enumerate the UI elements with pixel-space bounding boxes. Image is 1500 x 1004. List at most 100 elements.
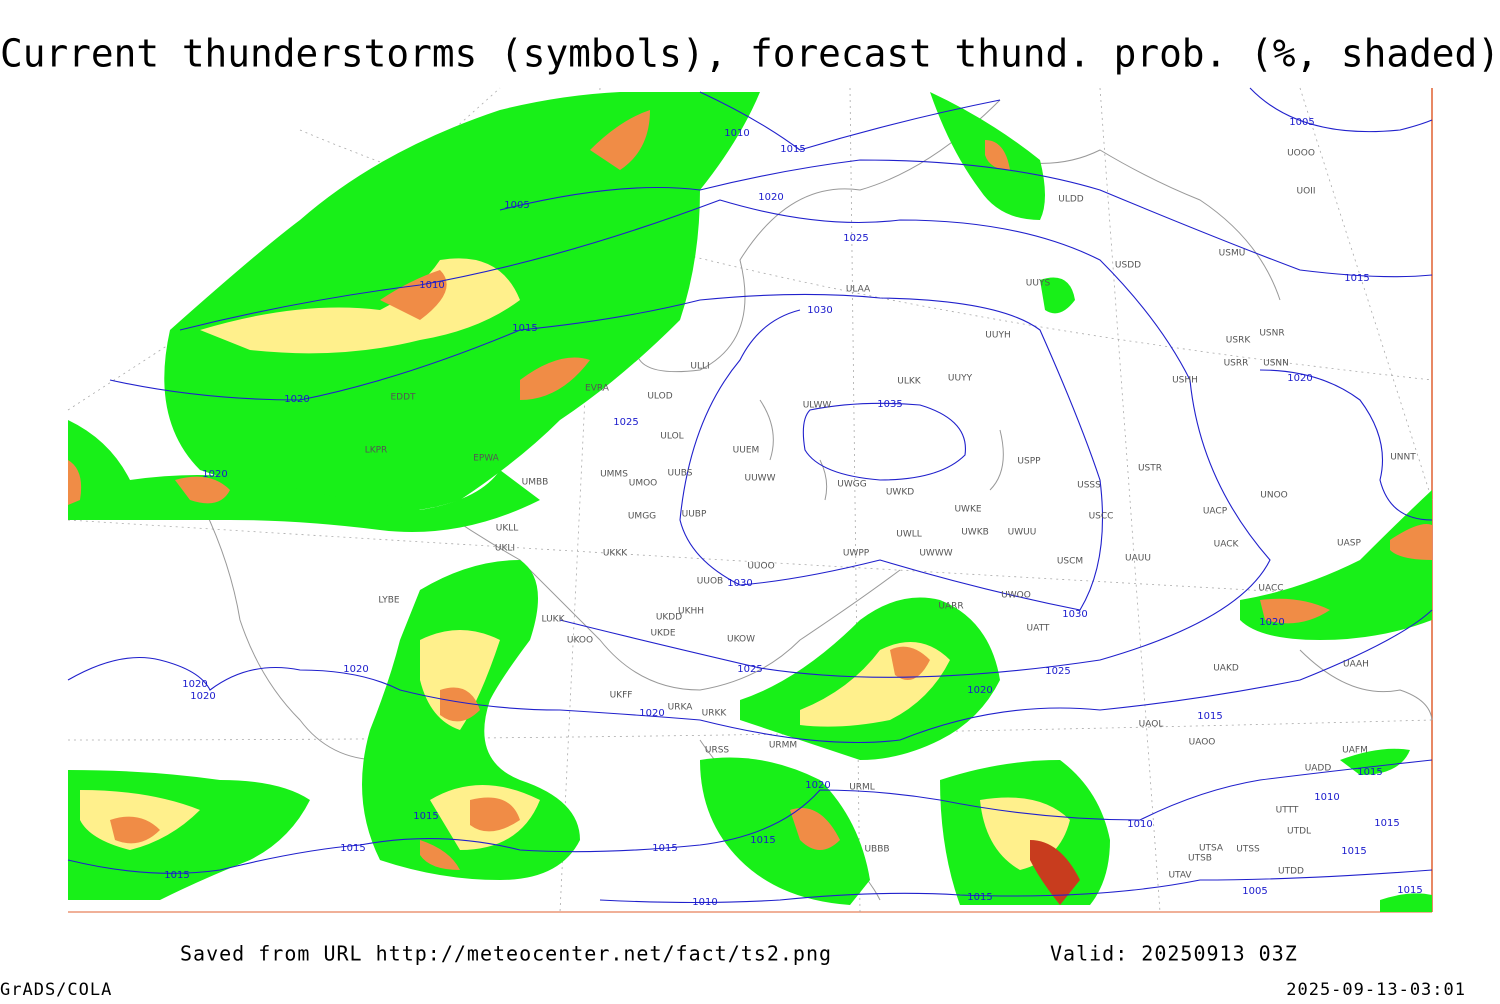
station-label: UAOO <box>1189 738 1216 748</box>
station-label: UTSA <box>1199 844 1224 854</box>
station-label: USRK <box>1226 336 1252 346</box>
station-label: URML <box>849 783 875 793</box>
isobar-label: 1020 <box>190 691 215 702</box>
station-label: ULAA <box>846 285 871 295</box>
station-label: URMM <box>769 741 797 751</box>
station-label: UUYY <box>948 374 973 384</box>
isobar-label: 1020 <box>182 679 207 690</box>
map-title: Current thunderstorms (symbols), forecas… <box>0 32 1500 76</box>
isobar-label: 1020 <box>284 394 309 405</box>
station-label: UKKK <box>603 549 628 559</box>
isobar-label: 1010 <box>1314 792 1339 803</box>
station-label: UKLI <box>495 544 515 554</box>
station-label: UTTT <box>1276 806 1299 816</box>
station-label: URSS <box>705 746 730 756</box>
station-label: ULKK <box>897 377 922 387</box>
station-label: USSS <box>1077 481 1101 491</box>
isobar-label: 1030 <box>1062 609 1087 620</box>
isobar-label: 1025 <box>1045 666 1070 677</box>
isobar-label: 1015 <box>1341 846 1366 857</box>
station-label: UKDE <box>650 629 675 639</box>
station-label: UNOO <box>1260 491 1288 501</box>
station-label: UWPP <box>843 549 870 559</box>
station-label: LUKK <box>542 615 566 625</box>
station-label: UWKD <box>886 488 914 498</box>
station-label: USCM <box>1057 557 1083 567</box>
isobar-label: 1005 <box>1289 117 1314 128</box>
isobar-label: 1010 <box>692 897 717 908</box>
isobar-label: 1020 <box>202 469 227 480</box>
station-label: UAOL <box>1139 720 1164 730</box>
station-label: UMOO <box>629 479 658 489</box>
isobar-label: 1025 <box>737 664 762 675</box>
source-url: Saved from URL http://meteocenter.net/fa… <box>180 942 832 966</box>
station-label: LYBE <box>378 596 399 606</box>
isobar-label: 1010 <box>724 128 749 139</box>
station-label: UACP <box>1203 507 1228 517</box>
isobar-label: 1015 <box>1357 767 1382 778</box>
station-label: UAAH <box>1343 660 1369 670</box>
station-label: UASP <box>1337 539 1361 549</box>
isobar-label: 1005 <box>504 200 529 211</box>
isobar-label: 1020 <box>758 192 783 203</box>
station-label: UKLL <box>496 524 519 534</box>
station-label: USRR <box>1224 359 1249 369</box>
station-label: UBBB <box>864 845 889 855</box>
isobar-label: 1035 <box>877 399 902 410</box>
station-label: UKHH <box>678 607 704 617</box>
station-label: USTR <box>1138 464 1162 474</box>
isobar-label: 1005 <box>1242 886 1267 897</box>
station-label: UMGG <box>628 512 656 522</box>
station-label: UUBP <box>682 510 707 520</box>
isobar-label: 1015 <box>652 843 677 854</box>
station-label: UKOW <box>727 635 755 645</box>
station-label: EVRA <box>585 384 610 394</box>
station-label: USMU <box>1219 249 1246 259</box>
isobar-label: 1015 <box>967 892 992 903</box>
probability-shading <box>68 92 1432 912</box>
isobar-label: 1020 <box>1287 373 1312 384</box>
station-label: UMMS <box>600 470 628 480</box>
station-label: UUWW <box>745 474 776 484</box>
station-label: UWKE <box>954 505 981 515</box>
isobar-label: 1015 <box>1397 885 1422 896</box>
station-label: UATT <box>1027 624 1050 634</box>
station-label: UTSS <box>1236 845 1260 855</box>
isobar-label: 1020 <box>1259 617 1284 628</box>
station-label: UTSB <box>1188 854 1212 864</box>
station-label: ULOL <box>660 432 683 442</box>
station-label: UUYS <box>1026 279 1051 289</box>
station-label: UUOB <box>697 577 723 587</box>
station-label: UWGG <box>837 480 866 490</box>
isobar-label: 1015 <box>750 835 775 846</box>
station-label: ULOD <box>647 392 672 402</box>
isobar-label: 1010 <box>1127 819 1152 830</box>
isobar-label: 1030 <box>807 305 832 316</box>
station-label: UWWW <box>919 549 952 559</box>
station-label: UTAV <box>1168 871 1192 881</box>
station-label: UACC <box>1258 584 1283 594</box>
station-label: UWLL <box>896 530 922 540</box>
station-label: ULLI <box>690 362 709 372</box>
station-label: UMBB <box>522 478 549 488</box>
software-credit: GrADS/COLA <box>0 980 112 1000</box>
station-label: URKK <box>702 709 728 719</box>
station-label: UACK <box>1214 540 1240 550</box>
station-label: UTDL <box>1287 827 1311 837</box>
isobar-label: 1010 <box>419 280 444 291</box>
station-label: UKFF <box>610 691 633 701</box>
station-label: UAUU <box>1125 554 1151 564</box>
station-label: UAKD <box>1213 664 1239 674</box>
isobar-label: 1015 <box>1374 818 1399 829</box>
isobar-label: 1020 <box>967 685 992 696</box>
isobar-label: 1025 <box>613 417 638 428</box>
isobar-label: 1030 <box>727 578 752 589</box>
station-label: UUEM <box>733 446 760 456</box>
station-label: UTDD <box>1278 867 1304 877</box>
station-label: UUYH <box>985 331 1010 341</box>
isobar-label: 1015 <box>340 843 365 854</box>
isobar-label: 1015 <box>780 144 805 155</box>
isobar-label: 1020 <box>805 780 830 791</box>
station-label: UARR <box>938 602 963 612</box>
